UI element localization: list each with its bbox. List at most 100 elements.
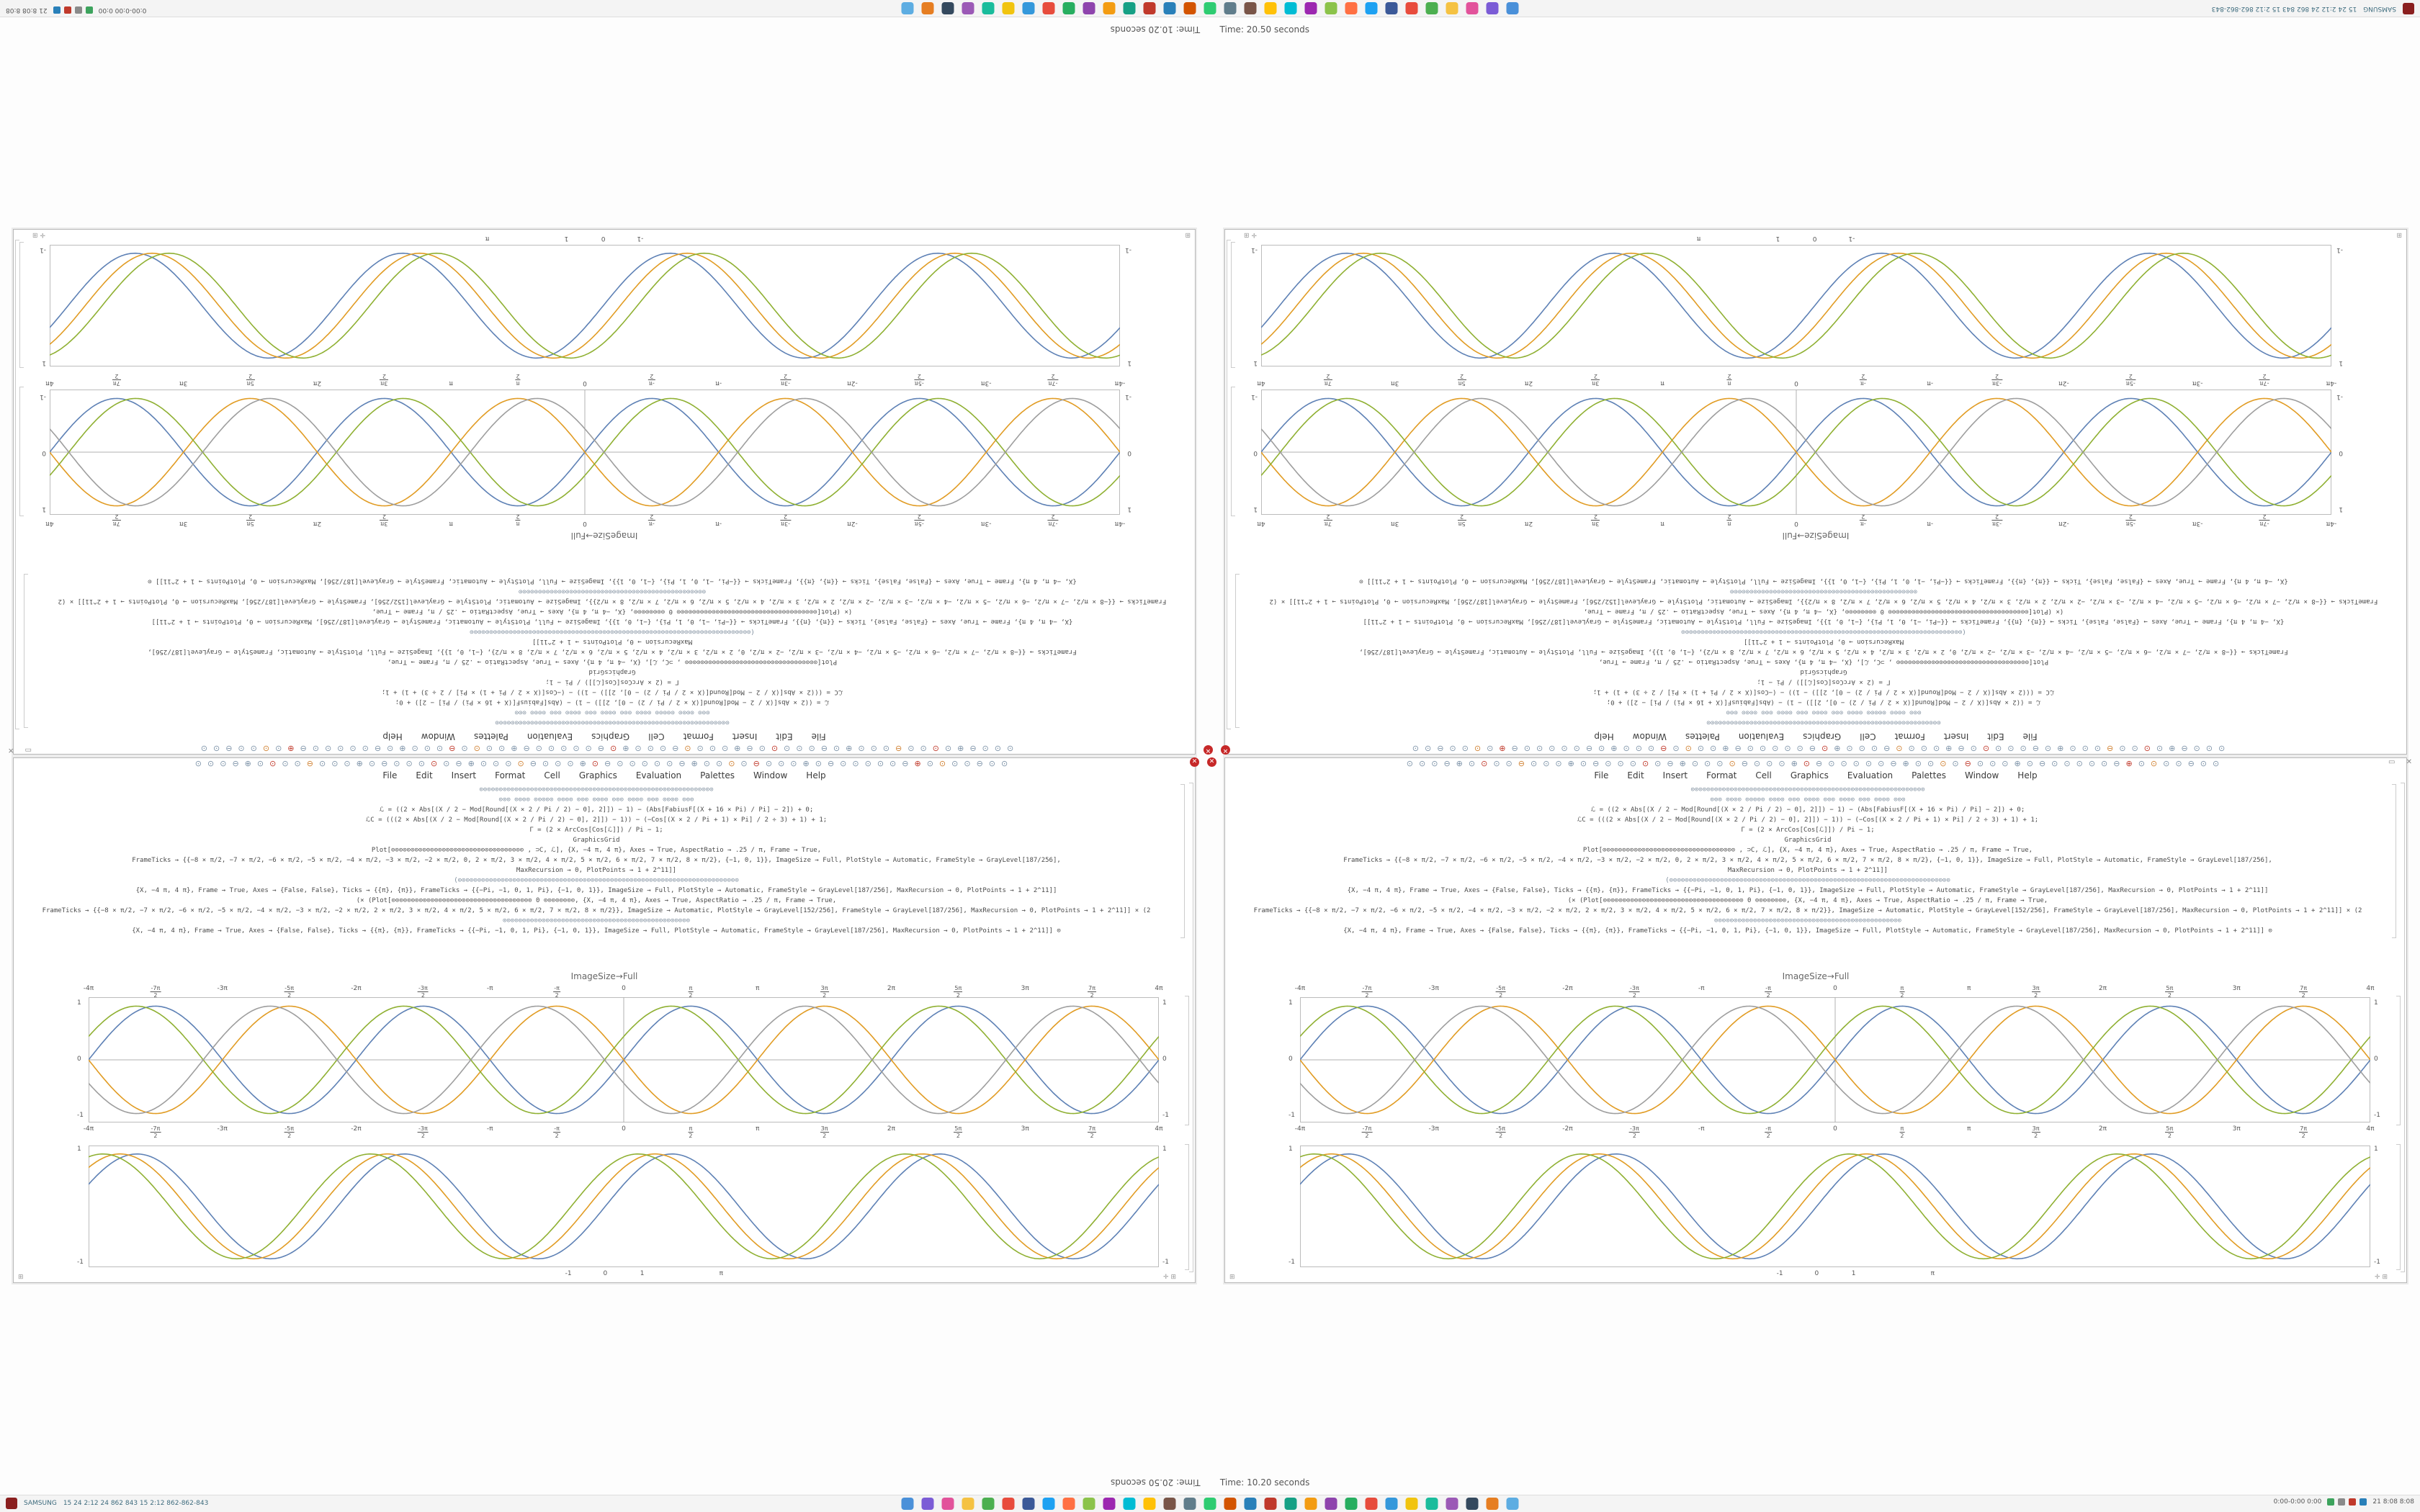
taskbar-app-icon-20[interactable] bbox=[1284, 1498, 1297, 1510]
toolbar-icon[interactable]: ⊕ bbox=[244, 759, 257, 768]
toolbar-icon[interactable]: ⊙ bbox=[344, 759, 357, 768]
magnifier-widget[interactable]: ✛ ⊞ bbox=[1163, 1274, 1176, 1281]
code-line[interactable]: (× (Plot[⊙⊙⊙⊙⊙⊙⊙⊙⊙⊙⊙⊙⊙⊙⊙⊙⊙⊙⊙⊙⊙⊙⊙⊙⊙⊙⊙⊙⊙⊙⊙… bbox=[1567, 897, 2048, 904]
taskbar-app-icon-22[interactable] bbox=[1325, 1498, 1337, 1510]
toolbar-icon[interactable]: ⊖ bbox=[1952, 744, 1965, 753]
window-corner-icon[interactable]: ⊞ bbox=[2396, 231, 2402, 238]
toolbar-icon[interactable]: ⊙ bbox=[641, 759, 654, 768]
toolbar-icon[interactable]: ⊙ bbox=[282, 759, 295, 768]
toolbar-icon[interactable]: ⊙ bbox=[1592, 744, 1605, 753]
close-icon[interactable]: ✕ bbox=[1190, 757, 1199, 767]
toolbar-icon[interactable]: ⊖ bbox=[2113, 759, 2126, 768]
taskbar-app-icon-30[interactable] bbox=[921, 2, 934, 14]
toolbar-icon[interactable]: ⊙ bbox=[2175, 759, 2188, 768]
toolbar-icon[interactable]: ⊙ bbox=[840, 759, 853, 768]
toolbar-icon[interactable]: ⊖ bbox=[604, 759, 617, 768]
toolbar-icon[interactable]: ⊙ bbox=[778, 759, 791, 768]
cell-bracket[interactable] bbox=[19, 387, 24, 516]
toolbar-icon[interactable]: ⊙ bbox=[194, 759, 207, 768]
taskbar-app-icon-26[interactable] bbox=[1002, 2, 1015, 14]
menu-item-window[interactable]: Window bbox=[421, 732, 456, 742]
taskbar-app-icon-2[interactable] bbox=[921, 1498, 934, 1510]
code-line[interactable]: {X, −4 π, 4 π}, Frame → True, Axes → {Fa… bbox=[151, 618, 1073, 625]
taskbar-app-icon-9[interactable] bbox=[1345, 2, 1358, 14]
toolbar-icon[interactable]: ⊕ bbox=[914, 759, 927, 768]
taskbar-app-icon-19[interactable] bbox=[1143, 2, 1156, 14]
toolbar-icon[interactable]: ⊙ bbox=[443, 759, 456, 768]
menu-item-window[interactable]: Window bbox=[753, 770, 788, 780]
toolbar-icon[interactable]: ⊕ bbox=[951, 744, 964, 753]
toolbar-icon[interactable]: ⊙ bbox=[1741, 744, 1754, 753]
menu-item-help[interactable]: Help bbox=[806, 770, 826, 780]
menu-item-format[interactable]: Format bbox=[683, 732, 714, 742]
toolbar-icon[interactable]: ⊖ bbox=[815, 744, 828, 753]
menu-item-edit[interactable]: Edit bbox=[776, 732, 793, 742]
menu-item-help[interactable]: Help bbox=[2017, 770, 2038, 780]
toolbar-icon[interactable]: ⊙ bbox=[480, 744, 493, 753]
toolbar-icon[interactable]: ⊙ bbox=[2038, 744, 2052, 753]
toolbar-icon[interactable]: ⊙ bbox=[1530, 744, 1543, 753]
cell-bracket[interactable] bbox=[1231, 242, 1235, 368]
notebook-toolbar[interactable]: ⊙⊙⊙⊖⊕⊙⊙⊙⊙⊖⊙⊙⊙⊕⊙⊖⊙⊙⊙⊙⊙⊖⊕⊙⊙⊙⊙⊖⊙⊙⊙⊕⊙⊖⊙⊙⊙⊙⊙⊖… bbox=[21, 759, 1188, 768]
toolbar-icon[interactable]: ⊙ bbox=[653, 759, 667, 768]
toolbar-icon[interactable]: ⊙ bbox=[1679, 744, 1692, 753]
toolbar-icon[interactable]: ⊙ bbox=[1852, 744, 1865, 753]
menu-item-cell[interactable]: Cell bbox=[1860, 732, 1876, 742]
taskbar-app-icon-16[interactable] bbox=[1204, 1498, 1216, 1510]
toolbar-icon[interactable]: ⊙ bbox=[1001, 744, 1014, 753]
toolbar-icon[interactable]: ⊙ bbox=[1456, 744, 1469, 753]
code-line[interactable]: ℒC = (((2 × Abs[(X / 2 − Mod[Round[(X × … bbox=[381, 688, 843, 696]
toolbar-icon[interactable]: ⊙ bbox=[2002, 744, 2015, 753]
menu-item-format[interactable]: Format bbox=[495, 770, 526, 780]
window-controls[interactable]: ▭ ✕ bbox=[3, 746, 32, 754]
toolbar-icon[interactable]: ⊙ bbox=[790, 759, 803, 768]
toolbar-icon[interactable]: ⊙ bbox=[232, 744, 245, 753]
code-line[interactable]: Plot[⊙⊙⊙⊙⊙⊙⊙⊙⊙⊙⊙⊙⊙⊙⊙⊙⊙⊙⊙⊙⊙⊙⊙⊙⊙⊙⊙⊙⊙⊙⊙⊙⊙⊙ … bbox=[1582, 847, 2033, 854]
toolbar-icon[interactable]: ⊙ bbox=[2101, 759, 2114, 768]
taskbar-app-icon-19[interactable] bbox=[1264, 1498, 1277, 1510]
toolbar-icon[interactable]: ⊕ bbox=[1605, 744, 1618, 753]
toolbar-icon[interactable]: ⊙ bbox=[2213, 744, 2226, 753]
cell-bracket[interactable] bbox=[1180, 784, 1185, 938]
toolbar-icon[interactable]: ⊖ bbox=[2175, 744, 2188, 753]
toolbar-icon[interactable]: ⊙ bbox=[864, 759, 877, 768]
taskbar-app-icon-24[interactable] bbox=[1042, 2, 1055, 14]
tray-icon-3[interactable] bbox=[2349, 1498, 2357, 1506]
toolbar-icon[interactable]: ⊙ bbox=[1567, 744, 1580, 753]
toolbar-icon[interactable]: ⊙ bbox=[988, 759, 1001, 768]
toolbar-icon[interactable]: ⊙ bbox=[405, 744, 418, 753]
toolbar-icon[interactable]: ⊙ bbox=[1481, 744, 1494, 753]
toolbar-icon[interactable]: ⊙ bbox=[1629, 744, 1642, 753]
toolbar-icon[interactable]: ⊙ bbox=[1816, 744, 1829, 753]
toolbar-icon[interactable]: ⊙ bbox=[1406, 744, 1419, 753]
code-line[interactable]: MaxRecursion → 0, PlotPoints → 1 + 2^11]… bbox=[1743, 638, 1904, 645]
code-line[interactable]: Γ = (2 × ArcCos[Cos[ℒ]]) / Pi − 1; bbox=[545, 678, 679, 685]
code-line[interactable]: Plot[⊙⊙⊙⊙⊙⊙⊙⊙⊙⊙⊙⊙⊙⊙⊙⊙⊙⊙⊙⊙⊙⊙⊙⊙⊙⊙⊙⊙⊙⊙⊙⊙⊙⊙ … bbox=[387, 658, 838, 665]
taskbar-app-icon-3[interactable] bbox=[1466, 2, 1479, 14]
toolbar-icon[interactable]: ⊙ bbox=[2200, 744, 2213, 753]
taskbar-app-icon-14[interactable] bbox=[1244, 2, 1257, 14]
menu-item-evaluation[interactable]: Evaluation bbox=[635, 770, 682, 780]
toolbar-icon[interactable]: ⊕ bbox=[802, 759, 815, 768]
menu-item-evaluation[interactable]: Evaluation bbox=[1847, 770, 1894, 780]
menu-item-file[interactable]: File bbox=[1594, 770, 1609, 780]
taskbar-app-icon-4[interactable] bbox=[962, 1498, 974, 1510]
taskbar-app-icon-6[interactable] bbox=[1405, 2, 1418, 14]
toolbar-icon[interactable]: ⊙ bbox=[1852, 759, 1865, 768]
cell-bracket[interactable] bbox=[24, 574, 28, 728]
toolbar-icon[interactable]: ⊙ bbox=[542, 759, 555, 768]
taskbar-app-icon-11[interactable] bbox=[1304, 2, 1317, 14]
toolbar-icon[interactable]: ⊙ bbox=[1443, 744, 1456, 753]
toolbar-icon[interactable]: ⊙ bbox=[517, 759, 530, 768]
taskbar-app-icon-18[interactable] bbox=[1163, 2, 1176, 14]
magnifier-widget[interactable]: ✛ ⊞ bbox=[1244, 231, 1257, 238]
taskbar-app-icon-2[interactable] bbox=[1486, 2, 1499, 14]
toolbar-icon[interactable]: ⊙ bbox=[815, 759, 828, 768]
cell-bracket[interactable] bbox=[19, 242, 24, 368]
taskbar-app-icon-21[interactable] bbox=[1304, 1498, 1317, 1510]
taskbar-app-icon-7[interactable] bbox=[1385, 2, 1398, 14]
notebook-toolbar[interactable]: ⊙⊙⊙⊖⊕⊙⊙⊙⊙⊖⊙⊙⊙⊕⊙⊖⊙⊙⊙⊙⊙⊖⊕⊙⊙⊙⊙⊖⊙⊙⊙⊕⊙⊖⊙⊙⊙⊙⊙⊖… bbox=[1232, 759, 2399, 768]
toolbar-icon[interactable]: ⊙ bbox=[617, 759, 629, 768]
menu-item-edit[interactable]: Edit bbox=[416, 770, 433, 780]
toolbar-icon[interactable]: ⊙ bbox=[555, 759, 568, 768]
